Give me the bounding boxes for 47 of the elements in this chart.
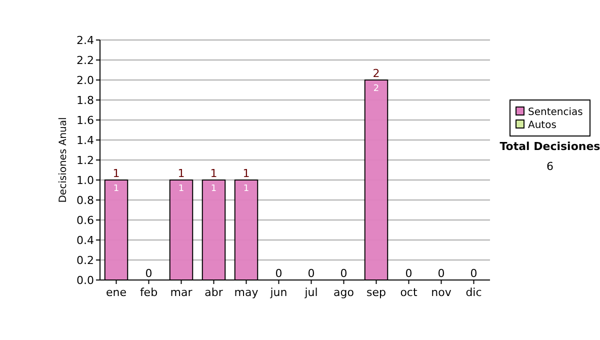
x-tick-label: jun — [269, 286, 288, 299]
x-tick-label: dic — [466, 286, 482, 299]
total-label: 1 — [242, 167, 250, 180]
total-label: 0 — [405, 267, 412, 280]
total-label: 1 — [178, 167, 185, 180]
y-tick-label: 0.6 — [76, 214, 94, 227]
y-tick-label: 2.2 — [76, 54, 94, 67]
y-tick-label: 1.4 — [76, 134, 94, 147]
data-label: 1 — [178, 184, 184, 194]
x-tick-label: may — [234, 286, 259, 299]
x-tick-label: ago — [334, 286, 354, 299]
x-tick-label: feb — [140, 286, 158, 299]
legend-label: Sentencias — [528, 107, 583, 118]
data-label: 2 — [373, 84, 380, 94]
x-tick-label: sep — [366, 286, 386, 299]
x-tick-label: mar — [170, 286, 193, 299]
text: 6 — [546, 160, 554, 173]
data-label: 1 — [210, 184, 217, 194]
total-label: 1 — [112, 167, 120, 180]
y-tick-label: 1.2 — [76, 154, 94, 167]
total-label: 0 — [438, 267, 445, 280]
x-tick-label: jul — [304, 286, 318, 299]
y-tick-label: 0.8 — [76, 194, 94, 207]
y-tick-label: 0.4 — [76, 234, 94, 247]
y-axis-title: Decisiones Anual — [58, 117, 69, 203]
data-label: 1 — [113, 184, 120, 194]
text: Total Decisiones — [500, 140, 600, 153]
x-tick-label: ene — [106, 286, 127, 299]
total-label: 0 — [340, 267, 348, 280]
total-label: 0 — [308, 267, 315, 280]
x-tick-label: nov — [431, 286, 452, 299]
y-tick-label: 1.8 — [76, 94, 94, 107]
total-label: 1 — [210, 167, 218, 180]
y-tick-label: 1.0 — [76, 174, 94, 187]
y-tick-label: 0.0 — [76, 274, 94, 287]
y-tick-label: 2.0 — [76, 74, 94, 87]
total-label: 0 — [275, 267, 282, 280]
total-label: 2 — [372, 67, 380, 80]
legend-label: Autos — [528, 120, 556, 131]
x-tick-label: oct — [400, 286, 418, 299]
total-label: 0 — [145, 267, 152, 280]
y-tick-label: 1.6 — [76, 114, 94, 127]
data-label: 1 — [243, 184, 250, 194]
total-label: 0 — [470, 267, 478, 280]
y-tick-label: 2.4 — [76, 34, 94, 47]
x-tick-label: abr — [204, 286, 224, 299]
y-tick-label: 0.2 — [76, 254, 94, 267]
